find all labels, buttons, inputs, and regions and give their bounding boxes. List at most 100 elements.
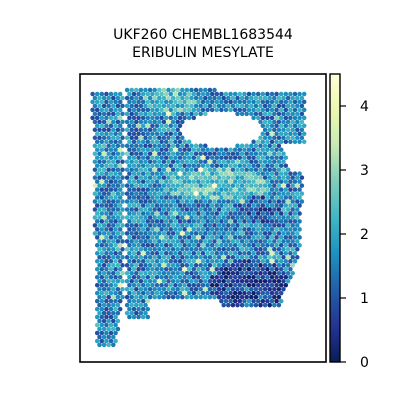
spot: [97, 207, 102, 212]
spot: [198, 286, 203, 292]
spot: [292, 195, 298, 200]
spot: [221, 263, 226, 268]
spot: [120, 255, 125, 260]
spot: [283, 282, 289, 288]
spot: [244, 175, 249, 180]
spot: [265, 147, 270, 152]
spot: [242, 235, 247, 240]
spot: [136, 179, 141, 184]
spot: [260, 227, 266, 232]
spot: [288, 251, 293, 256]
spot: [175, 175, 180, 180]
spot: [152, 255, 157, 260]
spot: [127, 187, 132, 192]
spot: [274, 195, 279, 200]
spot: [182, 115, 187, 121]
spot: [228, 227, 233, 232]
spot: [92, 199, 98, 204]
spot: [154, 274, 160, 280]
spot: [214, 171, 220, 176]
spot: [203, 247, 208, 252]
spot: [214, 274, 220, 280]
spot: [267, 255, 272, 260]
spot: [97, 111, 102, 117]
spot: [274, 219, 279, 224]
spot: [140, 139, 146, 145]
spot: [161, 239, 167, 244]
spot: [209, 282, 215, 288]
spot: [177, 211, 183, 216]
spot: [131, 298, 137, 304]
spot: [281, 183, 286, 188]
spot: [223, 274, 229, 280]
spot: [278, 203, 284, 208]
spot: [104, 330, 109, 336]
spot: [237, 227, 243, 232]
spot: [237, 99, 243, 105]
spot: [230, 175, 236, 180]
spot: [198, 255, 203, 260]
spot: [281, 135, 286, 141]
spot: [115, 111, 121, 117]
spot: [134, 191, 139, 196]
spot: [200, 163, 206, 168]
spot: [272, 119, 277, 125]
spot: [101, 263, 107, 268]
spot: [129, 263, 134, 268]
spot: [186, 227, 192, 232]
spot: [189, 207, 194, 212]
spot: [209, 219, 215, 224]
spot: [177, 243, 183, 248]
spot: [216, 223, 222, 228]
spot: [152, 286, 157, 292]
spot: [177, 139, 183, 145]
spot: [92, 167, 98, 172]
spot: [219, 179, 224, 184]
spot: [140, 282, 146, 288]
spot: [106, 318, 111, 324]
spot: [106, 111, 111, 117]
spot: [170, 247, 176, 252]
spot: [186, 139, 192, 145]
spot: [267, 143, 272, 149]
spot: [101, 215, 107, 220]
spot: [205, 211, 210, 216]
spot: [216, 175, 222, 180]
spot: [147, 207, 153, 212]
spot: [129, 127, 134, 133]
spot: [177, 274, 183, 280]
spot: [274, 99, 279, 105]
spot: [157, 103, 162, 109]
spot: [106, 119, 111, 125]
spot: [262, 223, 268, 228]
spot: [283, 99, 289, 105]
spot: [242, 171, 247, 176]
spot: [223, 171, 229, 176]
spot: [106, 247, 111, 252]
spot: [196, 91, 201, 97]
spot: [120, 207, 125, 212]
spot: [267, 302, 272, 308]
spot: [127, 227, 132, 232]
spot: [143, 183, 148, 188]
spot: [97, 334, 102, 340]
spot: [138, 183, 144, 188]
spot: [272, 294, 277, 300]
spot: [288, 99, 293, 105]
spot: [209, 274, 215, 280]
spot: [108, 155, 114, 160]
spot: [111, 334, 116, 340]
spot: [111, 263, 116, 268]
spot: [221, 159, 226, 164]
spot: [99, 211, 105, 216]
spot: [94, 179, 100, 184]
spot: [278, 187, 284, 192]
spot: [159, 251, 164, 256]
spot: [134, 135, 139, 141]
spot: [258, 231, 263, 236]
spot: [108, 274, 114, 280]
spot: [113, 139, 118, 145]
spot: [168, 259, 174, 264]
spot: [157, 294, 162, 300]
spot: [101, 143, 107, 149]
